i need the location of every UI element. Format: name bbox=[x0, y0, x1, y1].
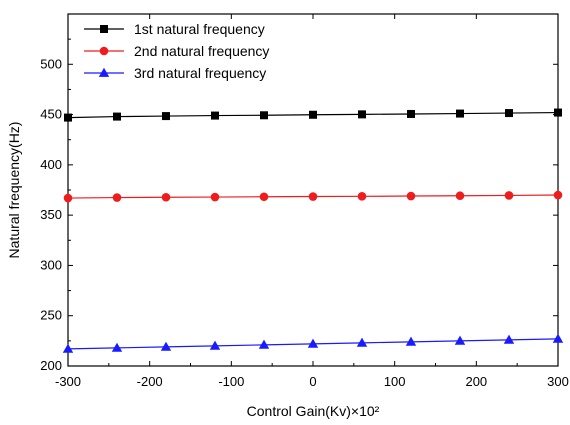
data-point bbox=[406, 191, 416, 201]
data-point bbox=[63, 193, 73, 203]
legend-item: 3rd natural frequency bbox=[84, 65, 266, 81]
data-point bbox=[160, 341, 172, 351]
y-tick-label: 400 bbox=[40, 157, 62, 172]
data-point bbox=[553, 190, 563, 200]
x-tick-label: 100 bbox=[384, 374, 406, 389]
data-point bbox=[98, 67, 110, 77]
legend-label: 2nd natural frequency bbox=[134, 43, 269, 59]
y-tick-label: 300 bbox=[40, 257, 62, 272]
data-point bbox=[308, 192, 318, 201]
data-point bbox=[209, 340, 221, 350]
x-axis-title: Control Gain(Kv)×10² bbox=[247, 403, 380, 419]
y-tick-label: 450 bbox=[40, 107, 62, 122]
data-point bbox=[62, 343, 74, 353]
axes: -300 -200 -100 0 100 200 300 200 250 300 350 400 450… bbox=[40, 14, 569, 389]
data-point bbox=[554, 108, 562, 117]
legend: 1st natural frequency 2nd natural frequen… bbox=[84, 21, 269, 81]
plot-area bbox=[67, 13, 559, 367]
data-point bbox=[210, 192, 220, 202]
data-point bbox=[112, 193, 122, 202]
data-point bbox=[162, 112, 170, 121]
data-point bbox=[64, 113, 72, 122]
data-point bbox=[211, 111, 219, 120]
series-square bbox=[64, 108, 562, 122]
x-tick-label: -100 bbox=[218, 374, 244, 389]
data-point bbox=[111, 342, 123, 352]
x-tick-label: -300 bbox=[55, 374, 81, 389]
x-tick-label: 200 bbox=[465, 374, 487, 389]
data-point bbox=[356, 337, 368, 347]
legend-item: 2nd natural frequency bbox=[84, 43, 269, 59]
y-axis-title: Natural frequency(Hz) bbox=[6, 122, 22, 259]
data-point bbox=[407, 109, 415, 118]
data-point bbox=[358, 110, 366, 119]
data-point bbox=[309, 110, 317, 119]
y-tick-label: 350 bbox=[40, 207, 62, 222]
data-point bbox=[405, 336, 417, 346]
y-tick-label: 500 bbox=[40, 56, 62, 71]
data-point bbox=[307, 338, 319, 348]
legend-label: 1st natural frequency bbox=[134, 21, 265, 37]
data-point bbox=[161, 192, 171, 202]
data-point bbox=[504, 191, 514, 200]
data-point bbox=[454, 335, 466, 345]
x-tick-label: 0 bbox=[309, 374, 316, 389]
data-point bbox=[505, 109, 513, 118]
data-point bbox=[113, 112, 121, 121]
data-point bbox=[99, 46, 109, 56]
data-point bbox=[456, 109, 464, 118]
x-tick-label: -200 bbox=[137, 374, 163, 389]
data-point bbox=[259, 192, 269, 202]
series-circle bbox=[63, 190, 563, 203]
data-point bbox=[260, 111, 268, 120]
data-point bbox=[258, 339, 270, 349]
legend-item: 1st natural frequency bbox=[84, 21, 265, 37]
data-point bbox=[455, 191, 465, 201]
data-point bbox=[503, 334, 515, 344]
series-layer bbox=[62, 108, 564, 353]
data-point bbox=[100, 25, 108, 33]
series-triangle bbox=[62, 333, 564, 353]
legend-label: 3rd natural frequency bbox=[134, 65, 266, 81]
x-tick-label: 300 bbox=[547, 374, 569, 389]
data-point bbox=[357, 192, 367, 201]
y-tick-label: 200 bbox=[40, 358, 62, 373]
y-tick-label: 250 bbox=[40, 308, 62, 323]
data-point bbox=[552, 333, 564, 343]
